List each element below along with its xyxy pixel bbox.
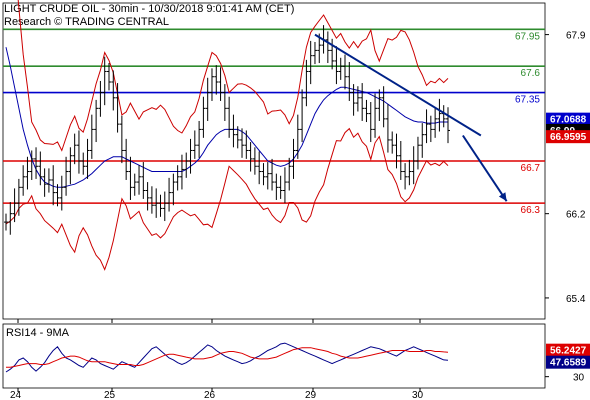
- level-label: 66.7: [521, 163, 541, 174]
- x-tick-label: 29: [305, 390, 317, 400]
- main-plot: 67.95 67.6 67.35 66.7 66.3 67.9 66.2 65.4 67.068…: [3, 0, 590, 400]
- rsi-panel-frame: [2, 323, 546, 389]
- y-tick-label: 67.9: [566, 31, 586, 42]
- level-label: 67.35: [515, 95, 540, 106]
- rsi-title: RSI14 - 9MA: [6, 327, 70, 339]
- y-tick-label: 65.4: [566, 294, 586, 305]
- rsi-tag-label: 56.2427: [550, 346, 587, 357]
- rsi-series-line: [5, 342, 449, 373]
- rsi-tag-box: [546, 343, 590, 357]
- price-tag-label: 67.0688: [550, 115, 587, 126]
- price-tag-label: 66.9595: [550, 132, 587, 143]
- lower-band-line: [5, 127, 449, 271]
- x-tick-label: 25: [104, 390, 116, 400]
- x-tick-label: 30: [412, 390, 424, 400]
- chart-subtitle: Research © TRADING CENTRAL: [4, 16, 169, 28]
- upper-band-line: [17, 0, 449, 152]
- rsi-tag-box: [546, 355, 590, 369]
- rsi-tag-label: 47.6589: [550, 358, 587, 369]
- level-label: 67.95: [515, 31, 540, 42]
- rsi-series-line: [6, 347, 449, 368]
- price-tag-box: [546, 130, 590, 144]
- y-tick-label: 66.2: [566, 210, 586, 221]
- chart-title: LIGHT CRUDE OIL - 30min - 10/30/2018 9:0…: [4, 3, 294, 15]
- level-label: 66.3: [521, 205, 541, 216]
- projection-arrow-line: [462, 134, 508, 202]
- level-label: 67.6: [521, 68, 541, 79]
- rsi-y-tick-label: 30: [573, 373, 585, 384]
- x-tick-label: 26: [204, 390, 216, 400]
- price-tag-box: [546, 112, 590, 126]
- resistance-trendline: [314, 33, 482, 137]
- x-tick-label: 24: [10, 390, 22, 400]
- moving-average-line: [5, 47, 448, 188]
- projection-arrow-head: [498, 192, 507, 202]
